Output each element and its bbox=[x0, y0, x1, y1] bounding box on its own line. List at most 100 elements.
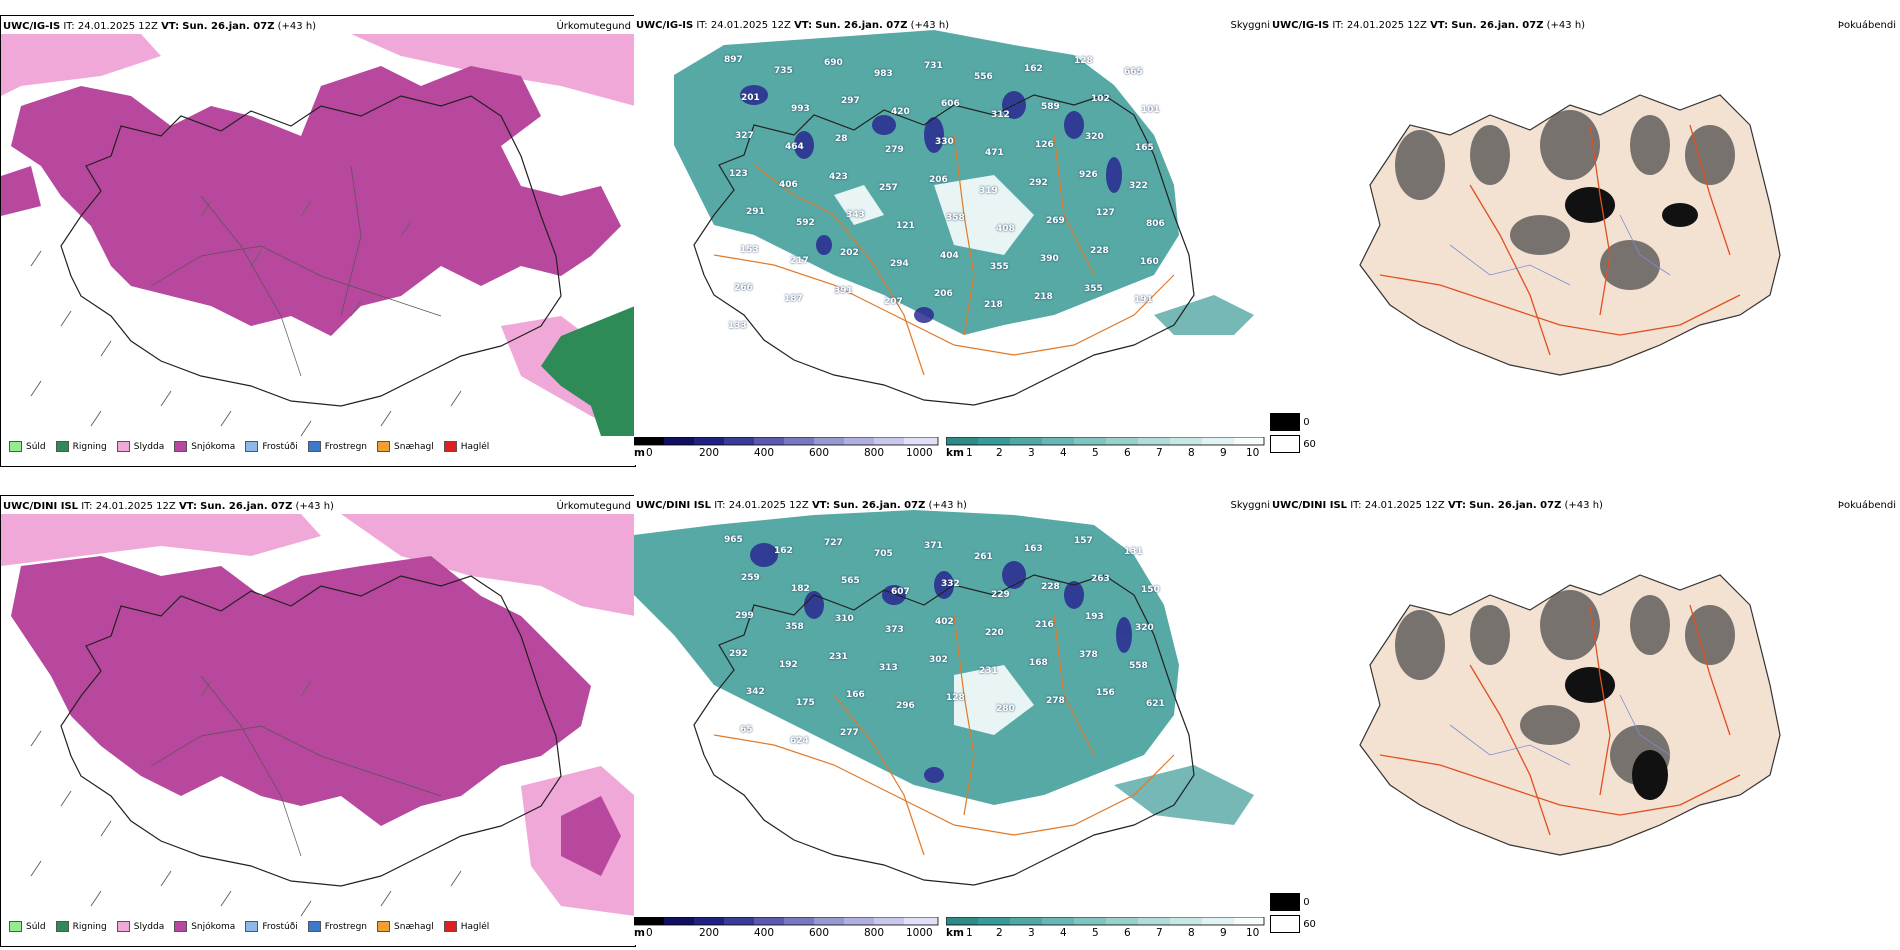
precip-legend-bottom: Súld Rigning Slydda Snjókoma Frostúði Frostre… bbox=[9, 921, 489, 932]
visibility-value-label: 705 bbox=[874, 549, 893, 559]
legend-label: Rigning bbox=[72, 921, 107, 932]
visibility-value-label: 128 bbox=[946, 693, 965, 703]
precip-panel-top: UWC/IG-IS IT: 24.01.2025 12Z VT: Sun. 26… bbox=[0, 15, 636, 467]
visibility-value-label: 371 bbox=[924, 541, 943, 551]
vis-panel-top: UWC/IG-IS IT: 24.01.2025 12Z VT: Sun. 26… bbox=[634, 15, 1270, 465]
visibility-value-label: 257 bbox=[879, 183, 898, 193]
visibility-value-label: 280 bbox=[996, 704, 1015, 714]
visibility-value-label: 191 bbox=[1134, 295, 1153, 305]
visibility-value-label: 358 bbox=[785, 622, 804, 632]
visibility-value-label: 897 bbox=[724, 55, 743, 65]
visibility-value-label: 201 bbox=[741, 93, 760, 103]
visibility-value-label: 278 bbox=[1046, 696, 1065, 706]
visibility-value-label: 163 bbox=[1024, 544, 1043, 554]
precip-title-bottom: Úrkomutegund bbox=[556, 501, 631, 512]
visibility-value-label: 727 bbox=[824, 538, 843, 548]
visibility-value-label: 592 bbox=[796, 218, 815, 228]
visibility-value-label: 402 bbox=[935, 617, 954, 627]
visibility-value-label: 565 bbox=[841, 576, 860, 586]
visibility-value-label: 358 bbox=[946, 213, 965, 223]
visibility-value-label: 126 bbox=[1035, 140, 1054, 150]
legend-label: Snjókoma bbox=[191, 441, 236, 452]
visibility-value-label: 150 bbox=[1141, 585, 1160, 595]
visibility-value-label: 292 bbox=[729, 649, 748, 659]
precip-title-top: Úrkomutegund bbox=[556, 21, 631, 32]
visibility-value-label: 156 bbox=[1096, 688, 1115, 698]
visibility-value-label: 606 bbox=[941, 99, 960, 109]
visibility-value-label: 228 bbox=[1041, 582, 1060, 592]
visibility-value-label: 192 bbox=[779, 660, 798, 670]
visibility-value-label: 165 bbox=[1135, 143, 1154, 153]
vis-colorbar-m-bottom bbox=[633, 916, 939, 930]
visibility-value-label: 166 bbox=[846, 690, 865, 700]
visibility-value-label: 378 bbox=[1079, 650, 1098, 660]
visibility-value-label: 965 bbox=[724, 535, 743, 545]
visibility-value-label: 162 bbox=[774, 546, 793, 556]
legend-swatch bbox=[174, 441, 188, 452]
legend-item: Rigning bbox=[55, 441, 107, 452]
visibility-value-label: 207 bbox=[884, 297, 903, 307]
legend-item: Snæhagl bbox=[377, 921, 434, 932]
precip-panel-bottom: UWC/DINI ISL IT: 24.01.2025 12Z VT: Sun.… bbox=[0, 495, 636, 947]
legend-swatch bbox=[174, 921, 188, 932]
visibility-value-label: 263 bbox=[1091, 574, 1110, 584]
vis-labels-top: 897 735 690 983 731 556 162 128 665 201 993 297 420 6… bbox=[634, 15, 1270, 415]
vis-panel-bottom: UWC/DINI ISL IT: 24.01.2025 12Z VT: Sun.… bbox=[634, 495, 1270, 945]
legend-swatch bbox=[307, 921, 321, 932]
fog-header-bottom: UWC/DINI ISL IT: 24.01.2025 12Z VT: Sun.… bbox=[1272, 500, 1603, 511]
visibility-value-label: 806 bbox=[1146, 219, 1165, 229]
legend-item: Snjókoma bbox=[174, 441, 235, 452]
visibility-value-label: 313 bbox=[879, 663, 898, 673]
legend-swatch bbox=[377, 441, 391, 452]
visibility-value-label: 277 bbox=[840, 728, 859, 738]
legend-item: Haglél bbox=[443, 441, 490, 452]
fog-title-top: Þokuábendi bbox=[1837, 20, 1896, 31]
visibility-value-label: 464 bbox=[785, 142, 804, 152]
legend-item: Rigning bbox=[55, 921, 107, 932]
visibility-value-label: 391 bbox=[834, 286, 853, 296]
visibility-value-label: 206 bbox=[929, 175, 948, 185]
legend-label: Frostúði bbox=[262, 441, 298, 452]
vis-colorbar-km-top bbox=[945, 436, 1266, 450]
legend-swatch bbox=[307, 441, 321, 452]
legend-item: Slydda bbox=[116, 441, 165, 452]
visibility-value-label: 266 bbox=[734, 283, 753, 293]
legend-item: Frostregn bbox=[307, 441, 367, 452]
legend-swatch bbox=[9, 921, 22, 932]
visibility-value-label: 279 bbox=[885, 145, 904, 155]
visibility-value-label: 153 bbox=[740, 245, 759, 255]
visibility-value-label: 408 bbox=[996, 224, 1015, 234]
visibility-value-label: 420 bbox=[891, 107, 910, 117]
visibility-value-label: 624 bbox=[790, 736, 809, 746]
visibility-value-label: 102 bbox=[1091, 94, 1110, 104]
legend-swatch bbox=[116, 441, 130, 452]
legend-swatch bbox=[55, 921, 69, 932]
legend-label: Frostúði bbox=[262, 921, 298, 932]
visibility-value-label: 373 bbox=[885, 625, 904, 635]
vis-colorbar-m-top bbox=[633, 436, 939, 450]
vis-colorbar-km-ticks-bottom: km 1 2 3 4 5 6 7 8 9 10 bbox=[946, 927, 1260, 939]
vis-title-top: Skyggni bbox=[1230, 20, 1270, 31]
precip-map-top bbox=[1, 16, 635, 466]
visibility-value-label: 218 bbox=[984, 300, 1003, 310]
visibility-value-label: 259 bbox=[741, 573, 760, 583]
visibility-value-label: 160 bbox=[1140, 257, 1159, 267]
legend-label: Haglél bbox=[460, 441, 490, 452]
vis-labels-bottom: 965 162 727 705 371 261 163 157 131 259 182 565 607 3… bbox=[634, 495, 1270, 895]
visibility-value-label: 320 bbox=[1085, 132, 1104, 142]
visibility-value-label: 926 bbox=[1079, 170, 1098, 180]
fog-panel-top: UWC/IG-IS IT: 24.01.2025 12Z VT: Sun. 26… bbox=[1270, 15, 1900, 435]
legend-label: Súld bbox=[26, 921, 46, 932]
visibility-value-label: 187 bbox=[784, 294, 803, 304]
fog-legend-top: 0 60 bbox=[1270, 413, 1316, 453]
legend-item: Slydda bbox=[116, 921, 164, 932]
legend-item: Snjókoma bbox=[174, 921, 235, 932]
visibility-value-label: 993 bbox=[791, 104, 810, 114]
visibility-value-label: 157 bbox=[1074, 536, 1093, 546]
legend-label: Slydda bbox=[133, 441, 165, 452]
legend-label: Snæhagl bbox=[394, 441, 434, 452]
visibility-value-label: 216 bbox=[1035, 620, 1054, 630]
legend-swatch bbox=[443, 921, 457, 932]
visibility-value-label: 231 bbox=[979, 666, 998, 676]
fog-map-top bbox=[1270, 15, 1900, 435]
